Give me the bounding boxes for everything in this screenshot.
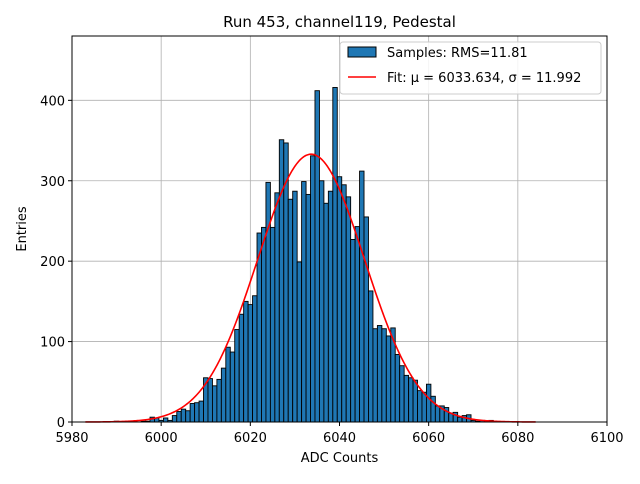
histogram-bar <box>457 416 463 423</box>
histogram-bar <box>296 261 303 423</box>
histogram-bar <box>350 239 356 423</box>
histogram-bar <box>301 181 307 423</box>
histogram-bar <box>274 192 280 423</box>
histogram-bar <box>412 379 418 423</box>
histogram-bar <box>220 367 227 423</box>
x-tick-label: 6040 <box>323 431 356 446</box>
legend-fit-label: Fit: μ = 6033.634, σ = 11.992 <box>387 71 581 86</box>
fit-curve <box>85 153 536 423</box>
histogram-bar <box>376 325 383 423</box>
legend-samples-swatch <box>347 46 377 58</box>
histogram-bar <box>345 196 352 423</box>
histogram-bar <box>399 365 405 423</box>
chart-title: Run 453, channel119, Pedestal <box>223 13 456 31</box>
histogram-bar <box>171 415 178 423</box>
histogram-bar <box>287 198 294 423</box>
histogram-bar <box>225 346 231 423</box>
histogram-bar <box>336 176 343 423</box>
y-tick-label: 0 <box>57 416 65 431</box>
histogram-bar <box>234 329 240 423</box>
histogram-bar <box>394 354 401 423</box>
histogram-bar <box>305 193 311 423</box>
histogram-bar <box>381 328 387 423</box>
x-tick-label: 6100 <box>590 431 623 446</box>
x-tick-label: 5980 <box>55 431 88 446</box>
histogram-bar <box>261 226 267 423</box>
histogram-bar <box>385 335 392 423</box>
histogram-bar <box>229 351 236 423</box>
histogram-bar <box>359 170 365 423</box>
histogram-bar <box>247 304 254 423</box>
histogram-bar <box>318 180 325 423</box>
x-tick-label: 6060 <box>412 431 445 446</box>
x-axis-ticks: 5980 6000 6020 6040 6060 6080 6100 <box>55 422 624 446</box>
y-tick-label: 300 <box>40 175 65 190</box>
histogram-bar <box>176 411 182 423</box>
x-axis-label: ADC Counts <box>301 451 379 466</box>
histogram-bar <box>162 417 169 423</box>
histogram-bar <box>408 377 414 423</box>
histogram-bar <box>207 378 213 423</box>
histogram-bar <box>185 410 191 423</box>
legend-box <box>339 41 602 95</box>
histogram-bar <box>198 400 204 423</box>
histogram-bar <box>211 385 218 423</box>
histogram-bar <box>323 202 329 423</box>
x-tick-label: 6000 <box>145 431 178 446</box>
histogram-bar <box>216 378 222 423</box>
histogram-bar <box>341 184 347 423</box>
y-tick-label: 100 <box>40 336 65 351</box>
histogram-bar <box>238 313 245 423</box>
x-tick-label: 6080 <box>501 431 534 446</box>
y-axis-ticks: 0 100 200 300 400 <box>40 94 72 431</box>
legend-samples-label: Samples: RMS=11.81 <box>387 46 528 61</box>
histogram-bar <box>194 402 200 423</box>
histogram-bar <box>403 374 410 423</box>
histogram-bar <box>252 295 258 423</box>
histogram-bar <box>425 383 432 423</box>
histogram-bar <box>278 139 285 423</box>
histogram-bar <box>434 405 441 423</box>
histogram-bar <box>363 216 369 423</box>
x-tick-label: 6020 <box>234 431 267 446</box>
histogram-bar <box>368 290 374 423</box>
histogram-bar <box>243 300 249 423</box>
histogram-bar <box>372 328 378 423</box>
legend: Samples: RMS=11.81 Fit: μ = 6033.634, σ … <box>339 41 602 95</box>
y-tick-label: 200 <box>40 255 65 270</box>
histogram-bar <box>292 190 298 423</box>
histogram-bar <box>327 190 334 423</box>
histogram-bar <box>417 390 423 423</box>
histogram-bar <box>354 226 361 423</box>
histogram-bar <box>314 90 320 423</box>
histogram-bar <box>180 408 187 423</box>
y-axis-label: Entries <box>15 206 30 252</box>
histogram-bar <box>189 403 196 423</box>
histogram-bar <box>310 155 316 423</box>
histogram-bar <box>265 181 271 423</box>
histogram-bar <box>332 87 338 423</box>
y-tick-label: 400 <box>40 94 65 109</box>
histogram-bar <box>421 391 427 423</box>
histogram-bar <box>269 226 276 423</box>
histogram-bars <box>113 87 494 423</box>
